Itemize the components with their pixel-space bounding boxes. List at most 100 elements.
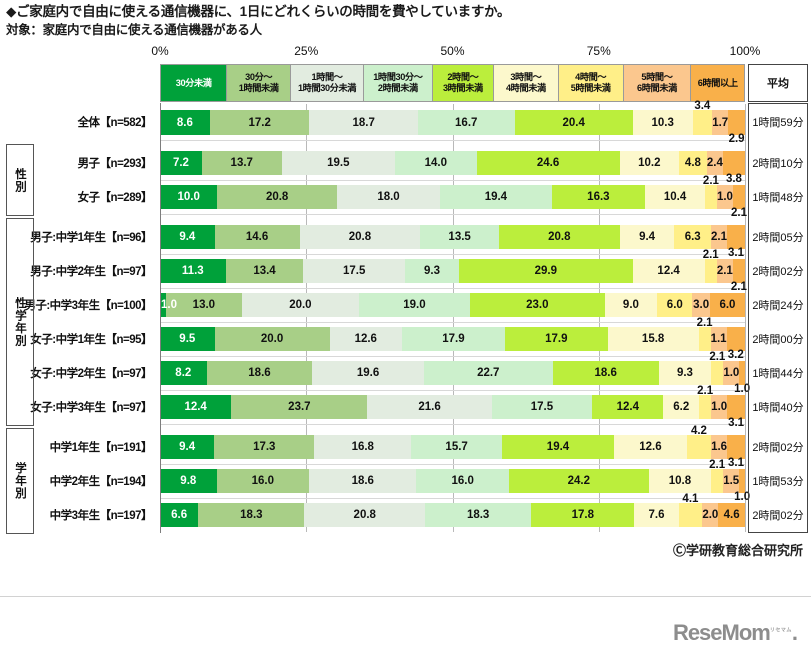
footer-band xyxy=(0,596,811,660)
bar-segment: 3.8 xyxy=(722,151,745,185)
bar-segment-value: 20.0 xyxy=(289,299,312,311)
bar-segment-value: 1.0 xyxy=(723,367,740,379)
logo-dot: . xyxy=(791,620,798,645)
bar-segment: 1.6 xyxy=(711,435,728,459)
bar-segment: 16.8 xyxy=(314,435,412,459)
bar-segment-value: 19.0 xyxy=(403,299,426,311)
bar-segment: 22.7 xyxy=(423,361,553,385)
bar-segment: 6.2 xyxy=(663,395,700,419)
row-label: 女子:中学2年生【n=97】 xyxy=(30,368,152,380)
legend-item-label: 4時間～ 5時間未満 xyxy=(570,72,611,93)
legend-item-label: 3時間～ 4時間未満 xyxy=(505,72,546,93)
bar-segment-value: 10.8 xyxy=(668,475,692,487)
gridline-75 xyxy=(598,104,600,532)
bar-segment-value: 6.0 xyxy=(719,299,736,311)
bar-segment-value: 11.3 xyxy=(181,265,204,277)
bar-segment: 1.0 xyxy=(734,469,750,503)
stacked-bar: 11.3 13.4 17.5 9.3 29.9 12.4 2.1 2.1 2.1 xyxy=(160,249,747,293)
bar-segment-value: 13.5 xyxy=(448,231,471,243)
bar-segment-value: 15.8 xyxy=(641,333,665,345)
bar-segment-value: 1.0 xyxy=(716,191,733,203)
group-bracket-label: 学年別 xyxy=(14,462,26,500)
bar-segment: 9.4 xyxy=(160,225,215,249)
bar-segment: 2.1 xyxy=(731,259,747,293)
x-axis-tick-25: 25% xyxy=(294,44,319,58)
row-separator xyxy=(160,254,745,255)
average-value: 2時間00分 xyxy=(752,334,804,346)
row-separator xyxy=(160,322,745,323)
group-bracket-label: 性別 xyxy=(14,167,26,193)
bar-segment-value: 29.9 xyxy=(534,265,558,277)
legend-item-9: 6時間以上 xyxy=(691,65,746,101)
bar-segment: 19.6 xyxy=(312,361,424,385)
bar-segment: 17.9 xyxy=(401,327,505,351)
copyright-credit: Ⓒ学研教育総合研究所 xyxy=(672,543,803,558)
bar-segment-value: 10.4 xyxy=(663,191,687,203)
bar-segment-value: 9.8 xyxy=(180,475,197,487)
chart-row: 女子:中学2年生【n=97】 8.2 18.6 19.6 22.7 18.6 9.3 2.1 1… xyxy=(0,351,811,395)
chart-row: 中学2年生【n=194】 9.8 16.0 18.6 16.0 24.2 10.8 2.1 1.… xyxy=(0,459,811,503)
bar-segment-value: 22.7 xyxy=(477,367,500,379)
bar-segment: 7.6 xyxy=(634,503,679,527)
bar-segment: 17.2 xyxy=(209,110,310,135)
bar-segment-value: 4.8 xyxy=(684,157,701,169)
legend-item-label: 30分未満 xyxy=(175,77,212,88)
gridline-100 xyxy=(745,104,746,532)
bar-segment-value: 2.1 xyxy=(716,265,733,277)
group-bracket: 性別 xyxy=(6,144,34,216)
bar-segment-value: 2.1 xyxy=(696,317,713,329)
row-separator xyxy=(160,498,745,499)
bar-segment-value: 2.9 xyxy=(728,133,745,145)
bar-segment-value: 13.7 xyxy=(230,157,253,169)
bar-segment-value: 16.0 xyxy=(251,475,275,487)
row-label: 男子:中学2年生【n=97】 xyxy=(30,266,152,278)
bar-segment: 2.9 xyxy=(728,110,745,145)
average-value: 2時間05分 xyxy=(752,232,804,244)
bar-segment-value: 6.3 xyxy=(684,231,701,243)
average-value: 1時間59分 xyxy=(752,117,804,129)
average-value: 2時間10分 xyxy=(752,158,804,170)
bar-segment-value: 23.0 xyxy=(526,299,549,311)
bar-segment-value: 23.7 xyxy=(288,401,311,413)
chart-row: 女子:中学1年生【n=95】 9.5 20.0 12.6 17.9 17.9 15.8 2.1… xyxy=(0,317,811,361)
bar-segment-value: 2.1 xyxy=(702,175,719,187)
bar-segment: 19.5 xyxy=(281,151,396,175)
bar-segment-value: 1.0 xyxy=(734,383,751,395)
legend-item-label: 30分～ 1時間未満 xyxy=(238,72,279,93)
bar-segment: 20.8 xyxy=(217,185,337,209)
bar-segment: 1.0 xyxy=(711,395,728,419)
row-label: 中学2年生【n=194】 xyxy=(49,476,153,488)
bar-segment-value: 9.5 xyxy=(179,333,196,345)
average-value: 1時間44分 xyxy=(752,368,804,380)
row-label: 中学3年生【n=197】 xyxy=(49,510,153,522)
bar-segment-value: 19.5 xyxy=(327,157,350,169)
bar-segment-value: 3.1 xyxy=(728,457,745,469)
stacked-bar: 9.8 16.0 18.6 16.0 24.2 10.8 2.1 1.5 1.0 xyxy=(160,459,750,503)
bar-segment-value: 20.8 xyxy=(348,231,372,243)
bar-segment: 3.0 xyxy=(692,293,710,317)
bar-segment: 10.2 xyxy=(619,151,679,175)
x-axis-tick-75: 75% xyxy=(586,44,611,58)
row-separator xyxy=(160,390,745,391)
bar-segment-value: 7.2 xyxy=(172,157,189,169)
bar-segment: 6.3 xyxy=(674,225,711,249)
chart-row: 男子:中学2年生【n=97】 11.3 13.4 17.5 9.3 29.9 12.4 2.1… xyxy=(0,249,811,293)
bar-segment: 8.2 xyxy=(160,361,207,385)
chart-row: 男子【n=293】 7.2 13.7 19.5 14.0 24.6 10.2 4.8 2.4 3.… xyxy=(0,146,811,185)
bar-segment: 18.3 xyxy=(198,503,305,527)
bar-segment: 8.6 xyxy=(160,110,210,135)
bar-segment: 10.8 xyxy=(648,469,712,493)
legend-item-2: 30分～ 1時間未満 xyxy=(227,65,292,101)
bar-segment-value: 9.3 xyxy=(424,265,441,277)
bar-segment: 2.1 xyxy=(709,351,725,385)
bar-segment: 13.7 xyxy=(201,151,282,175)
average-value: 1時間48分 xyxy=(752,192,804,204)
bar-segment: 4.6 xyxy=(718,503,745,527)
bar-segment: 2.0 xyxy=(702,503,719,527)
bar-segment-value: 1.7 xyxy=(712,116,729,129)
bar-segment: 12.6 xyxy=(329,327,402,351)
legend-item-5: 2時間～ 3時間未満 xyxy=(432,65,494,101)
stacked-bar: 8.6 17.2 18.7 16.7 20.4 10.3 3.4 1.7 2.9 xyxy=(160,100,745,145)
bar-segment-value: 2.0 xyxy=(702,509,719,521)
